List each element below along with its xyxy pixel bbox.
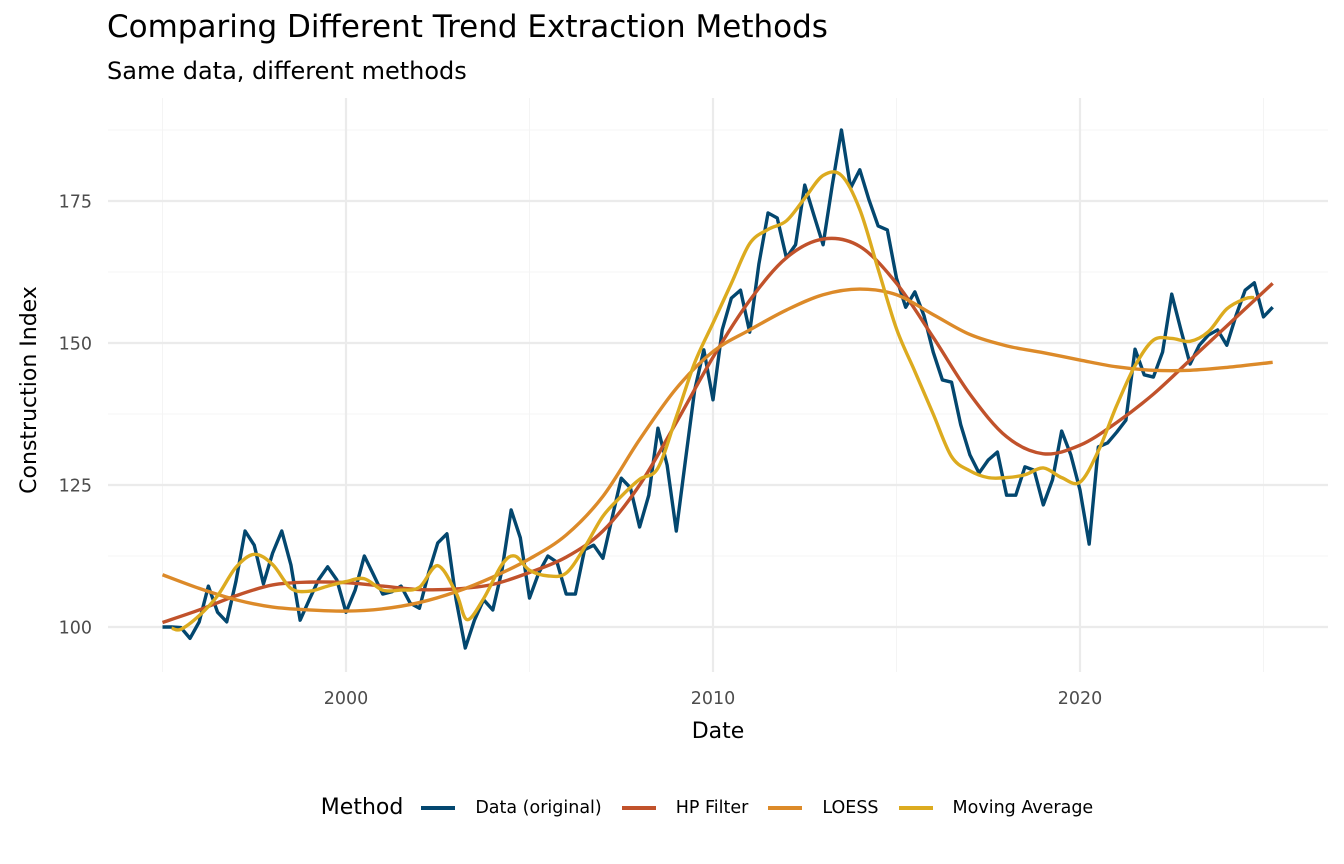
chart-title: Comparing Different Trend Extraction Met… bbox=[107, 9, 828, 45]
legend-item-data-original: Data (original) bbox=[421, 797, 602, 818]
y-tick-label: 150 bbox=[59, 335, 92, 355]
series-line-loess bbox=[161, 287, 1273, 613]
series-lines bbox=[161, 128, 1274, 650]
gridlines bbox=[108, 98, 1328, 672]
series-line-data-original bbox=[162, 128, 1274, 650]
y-tick-label: 125 bbox=[59, 477, 92, 497]
chart-subtitle: Same data, different methods bbox=[107, 57, 467, 85]
legend-label: Moving Average bbox=[952, 797, 1094, 818]
legend-label: LOESS bbox=[822, 797, 879, 818]
y-axis-title: Construction Index bbox=[17, 286, 42, 494]
x-axis-ticks: 2000 2010 2020 bbox=[324, 689, 1103, 709]
legend-item-moving-average: Moving Average bbox=[898, 797, 1094, 818]
x-tick-label: 2020 bbox=[1058, 689, 1103, 709]
legend: Method Data (original) HP Filter LOESS Movi… bbox=[0, 795, 1344, 820]
x-axis-title: Date bbox=[692, 719, 745, 744]
y-tick-label: 175 bbox=[59, 193, 92, 213]
y-axis-ticks: 100 125 150 175 bbox=[59, 193, 92, 639]
legend-key-swatch bbox=[421, 805, 456, 810]
series-line-moving-average bbox=[171, 170, 1255, 632]
legend-key-swatch bbox=[898, 805, 933, 810]
legend-label: Data (original) bbox=[475, 797, 602, 818]
x-tick-label: 2000 bbox=[324, 689, 369, 709]
legend-key-swatch bbox=[621, 805, 656, 810]
legend-item-loess: LOESS bbox=[768, 797, 879, 818]
legend-title: Method bbox=[320, 795, 404, 820]
legend-label: HP Filter bbox=[675, 797, 749, 818]
legend-key-swatch bbox=[768, 805, 803, 810]
y-tick-label: 100 bbox=[59, 619, 92, 639]
legend-item-hp-filter: HP Filter bbox=[621, 797, 749, 818]
x-tick-label: 2010 bbox=[691, 689, 736, 709]
